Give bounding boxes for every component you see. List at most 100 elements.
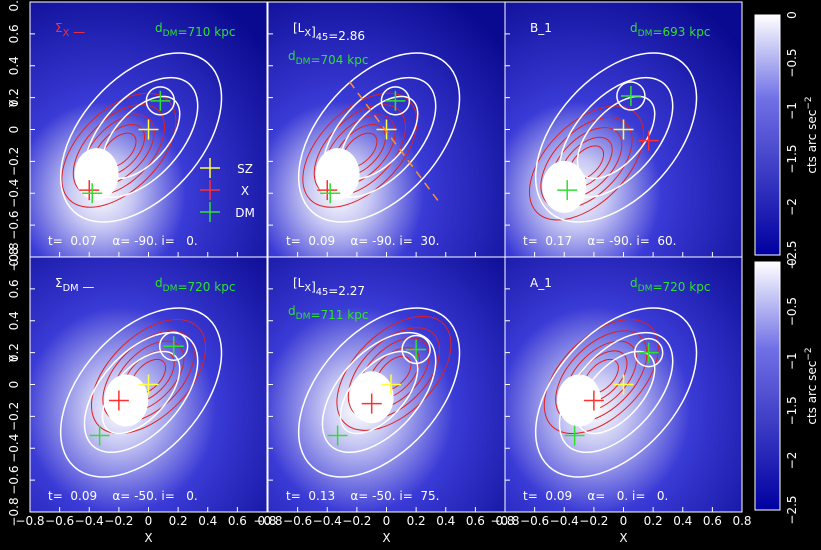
- panel-label-part: —: [69, 25, 85, 39]
- marker-cross: [82, 183, 103, 204]
- x-tick-label: 0.6: [228, 514, 247, 528]
- marker-cross: [385, 90, 406, 111]
- panel-label: A_1: [530, 276, 552, 290]
- marker-cross: [583, 390, 604, 411]
- mass-contour: [145, 86, 176, 116]
- contours: [534, 307, 698, 478]
- dm-distance-sub: DM: [638, 284, 653, 294]
- panel-label: ΣDM —: [55, 276, 94, 294]
- mass-contour: [534, 307, 698, 478]
- axis-line: [348, 81, 439, 202]
- panel-label: [LX]45=2.86: [293, 21, 365, 43]
- colorbar-tick-label: −2.5: [785, 495, 799, 524]
- mass-contour: [158, 331, 189, 361]
- marker-cross: [79, 180, 100, 201]
- panel-label-part: B_1: [530, 21, 552, 35]
- panel-label-sub: X: [63, 28, 70, 39]
- marker-cross: [564, 425, 585, 446]
- marker-cross: [138, 119, 159, 140]
- y-tick-label: 0.6: [7, 279, 21, 298]
- dm-distance-sub: DM: [163, 284, 178, 294]
- contours: [59, 52, 223, 223]
- x-tick-label: 0.6: [703, 514, 722, 528]
- y-tick-label: −0.6: [7, 466, 21, 495]
- marker-cross: [320, 183, 341, 204]
- x-axis-label: X: [382, 531, 390, 545]
- colorbar-tick-label: −0.5: [785, 48, 799, 77]
- y-tick-label: −0.6: [7, 211, 21, 240]
- y-tick-label: −0.4: [7, 179, 21, 208]
- x-tick-label: 0.8: [257, 514, 276, 528]
- panel-label-part: A_1: [530, 276, 552, 290]
- mass-contour: [59, 52, 223, 223]
- panel-label-part: ]: [311, 280, 316, 294]
- xray-contour: [543, 319, 659, 435]
- panel-label-part: [L: [293, 276, 305, 290]
- panel-label-sub: X: [304, 28, 311, 39]
- dm-distance-sub: DM: [638, 29, 653, 39]
- dm-distance: dDM=693 kpc: [630, 21, 710, 39]
- x-tick-label: 0.2: [644, 514, 663, 528]
- dm-distance-sub: DM: [163, 29, 178, 39]
- dm-distance: dDM=720 kpc: [630, 276, 710, 294]
- colorbar-tick-label: −0.5: [785, 297, 799, 326]
- marker-cross: [613, 374, 634, 395]
- panel-label-part: ]: [311, 25, 316, 39]
- panel-label: [LX]45=2.27: [293, 276, 365, 298]
- mass-contour: [380, 86, 411, 116]
- colorbar-label-text: cts arc sec: [805, 361, 819, 425]
- x-tick-label: 0.6: [466, 514, 485, 528]
- dm-distance-part: =711 kpc: [310, 308, 368, 322]
- y-tick-label: 0.4: [7, 56, 21, 75]
- x-tick-label: 0.8: [732, 514, 751, 528]
- mass-contour: [616, 81, 646, 111]
- colorbar-tick-label: −1.5: [785, 144, 799, 173]
- colorbar-tick-label: −2: [785, 198, 799, 216]
- dm-distance-part: =720 kpc: [177, 280, 235, 294]
- core: [74, 148, 119, 201]
- x-tick-label: 0: [145, 514, 153, 528]
- legend-marker: [200, 158, 220, 178]
- panel-info: t= 0.13 α= -50. i= 75.: [286, 489, 439, 503]
- y-axis-label: Y: [7, 354, 21, 363]
- y-tick-label: 0.2: [7, 88, 21, 107]
- legend-label: SZ: [237, 162, 253, 176]
- y-tick-label: −0.4: [7, 434, 21, 463]
- marker-cross: [89, 425, 110, 446]
- panel-label-part: =2.86: [328, 29, 365, 43]
- dm-distance: dDM=704 kpc: [288, 49, 368, 67]
- panel-label-part: Σ: [55, 276, 63, 290]
- marker-cross: [163, 336, 184, 357]
- marker-cross: [138, 374, 159, 395]
- panel-label-part: =2.27: [328, 284, 365, 298]
- marker-cross: [638, 342, 659, 363]
- marker-cross: [317, 180, 338, 201]
- mass-contour: [297, 307, 461, 478]
- dm-distance: dDM=710 kpc: [155, 21, 235, 39]
- x-tick-label: −0.8: [490, 514, 519, 528]
- x-tick-label: 0.4: [436, 514, 455, 528]
- legend-marker: [200, 180, 220, 200]
- panel-label: B_1: [530, 21, 552, 35]
- panel-label-part: —: [79, 280, 95, 294]
- x-tick-label: 0.2: [169, 514, 188, 528]
- mass-contour: [401, 334, 431, 365]
- dm-distance-sub: DM: [296, 312, 311, 322]
- panel-label-sub: 45: [316, 287, 328, 298]
- y-tick-label: 0.6: [7, 24, 21, 43]
- colorbar-label-sup: −2: [804, 96, 814, 109]
- marker-cross: [380, 374, 401, 395]
- dm-distance-part: =720 kpc: [652, 280, 710, 294]
- xray-contour: [528, 105, 644, 221]
- panel-info: t= 0.07 α= -90. i= 0.: [48, 234, 198, 248]
- dm-distance-sub: DM: [296, 57, 311, 67]
- colorbar-tick-label: −1: [785, 102, 799, 120]
- x-tick-label: −0.8: [15, 514, 44, 528]
- y-tick-label: −0.8: [7, 497, 21, 526]
- marker-cross: [406, 339, 427, 360]
- dm-distance-part: =704 kpc: [310, 53, 368, 67]
- panel-label-sub: 45: [316, 32, 328, 43]
- colorbar-label: cts arc sec−2: [804, 347, 819, 424]
- y-tick-label: 0: [7, 126, 21, 134]
- mass-contour: [339, 350, 419, 435]
